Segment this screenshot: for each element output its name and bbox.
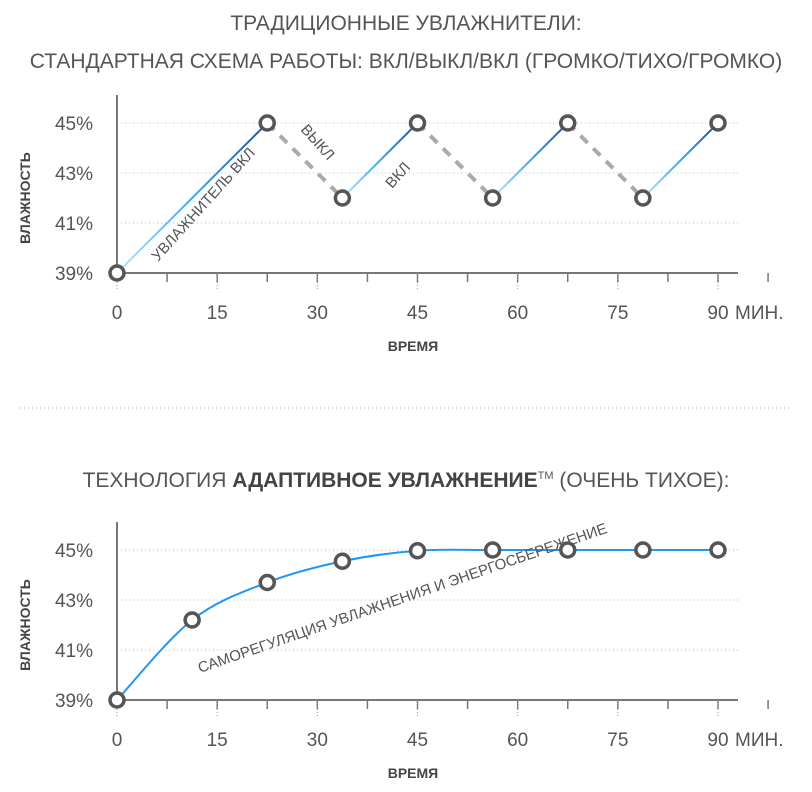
x-tick-label: 75: [607, 730, 628, 751]
y-tick-label: 43%: [55, 164, 93, 185]
data-point: [258, 114, 276, 132]
x-tick-label: 0: [112, 303, 123, 324]
annotation-humidifier-on: УВЛАЖНИТЕЛЬ ВКЛ: [148, 145, 259, 265]
on-segment: [642, 122, 719, 199]
x-tick-label: 30: [307, 730, 328, 751]
y-tick-label: 39%: [55, 691, 93, 712]
data-point: [559, 114, 577, 132]
humidity-curve: [116, 548, 718, 701]
annotation-self-regulation: САМОРЕГУЛЯЦИЯ УВЛАЖНЕНИЯ И ЭНЕРГОСБЕРЕЖЕ…: [196, 520, 610, 677]
data-point: [408, 542, 427, 560]
annotation-on: ВКЛ: [382, 159, 414, 192]
off-segment: [566, 121, 645, 200]
on-segment: [491, 122, 569, 199]
data-point: [483, 189, 502, 207]
annotation-off: ВЫКЛ: [297, 121, 338, 163]
x-tick-label: 60: [507, 303, 528, 324]
y-tick-label: 43%: [55, 591, 93, 612]
chart1-title-line1: ТРАДИЦИОННЫЕ УВЛАЖНИТЕЛИ:: [230, 12, 581, 35]
x-tick-label: 0: [112, 730, 123, 751]
x-tick-label: 75: [607, 303, 628, 324]
x-tick-label: 15: [207, 730, 228, 751]
x-tick-label: 15: [207, 303, 228, 324]
data-point: [333, 189, 352, 207]
y-axis-label: ВЛАЖНОСТЬ: [17, 579, 33, 671]
x-axis-label: ВРЕМЯ: [388, 765, 439, 781]
x-tick-label: 60: [507, 730, 528, 751]
data-point: [183, 611, 201, 629]
data-point: [408, 114, 427, 132]
chart2-title: ТЕХНОЛОГИЯ АДАПТИВНОЕ УВЛАЖНЕНИЕTM (ОЧЕН…: [83, 469, 730, 492]
data-point: [108, 264, 126, 282]
data-point: [559, 541, 577, 559]
x-tick-label: 30: [307, 303, 328, 324]
data-point: [483, 541, 502, 559]
data-point: [634, 541, 652, 559]
x-tick-label: 45: [407, 730, 428, 751]
data-point: [709, 114, 727, 132]
y-tick-label: 45%: [55, 541, 93, 562]
y-tick-label: 41%: [55, 214, 93, 235]
y-tick-label: 45%: [55, 114, 93, 135]
x-unit-label: МИН.: [735, 730, 783, 751]
x-unit-label: МИН.: [735, 303, 783, 324]
data-point: [709, 541, 727, 559]
on-segment: [116, 122, 268, 274]
off-segment: [416, 121, 495, 200]
x-axis-label: ВРЕМЯ: [388, 338, 439, 354]
x-tick-label: 90: [707, 303, 728, 324]
x-tick-label: 90: [707, 730, 728, 751]
x-tick-label: 45: [407, 303, 428, 324]
y-axis-label: ВЛАЖНОСТЬ: [17, 152, 33, 244]
y-tick-label: 41%: [55, 641, 93, 662]
data-point: [333, 552, 352, 570]
data-point: [634, 189, 652, 207]
on-segment: [341, 122, 419, 199]
data-point: [258, 573, 276, 592]
y-tick-label: 39%: [55, 264, 93, 285]
chart1-title-line2: СТАНДАРТНАЯ СХЕМА РАБОТЫ: ВКЛ/ВЫКЛ/ВКЛ (…: [30, 50, 783, 73]
data-point: [108, 691, 126, 709]
